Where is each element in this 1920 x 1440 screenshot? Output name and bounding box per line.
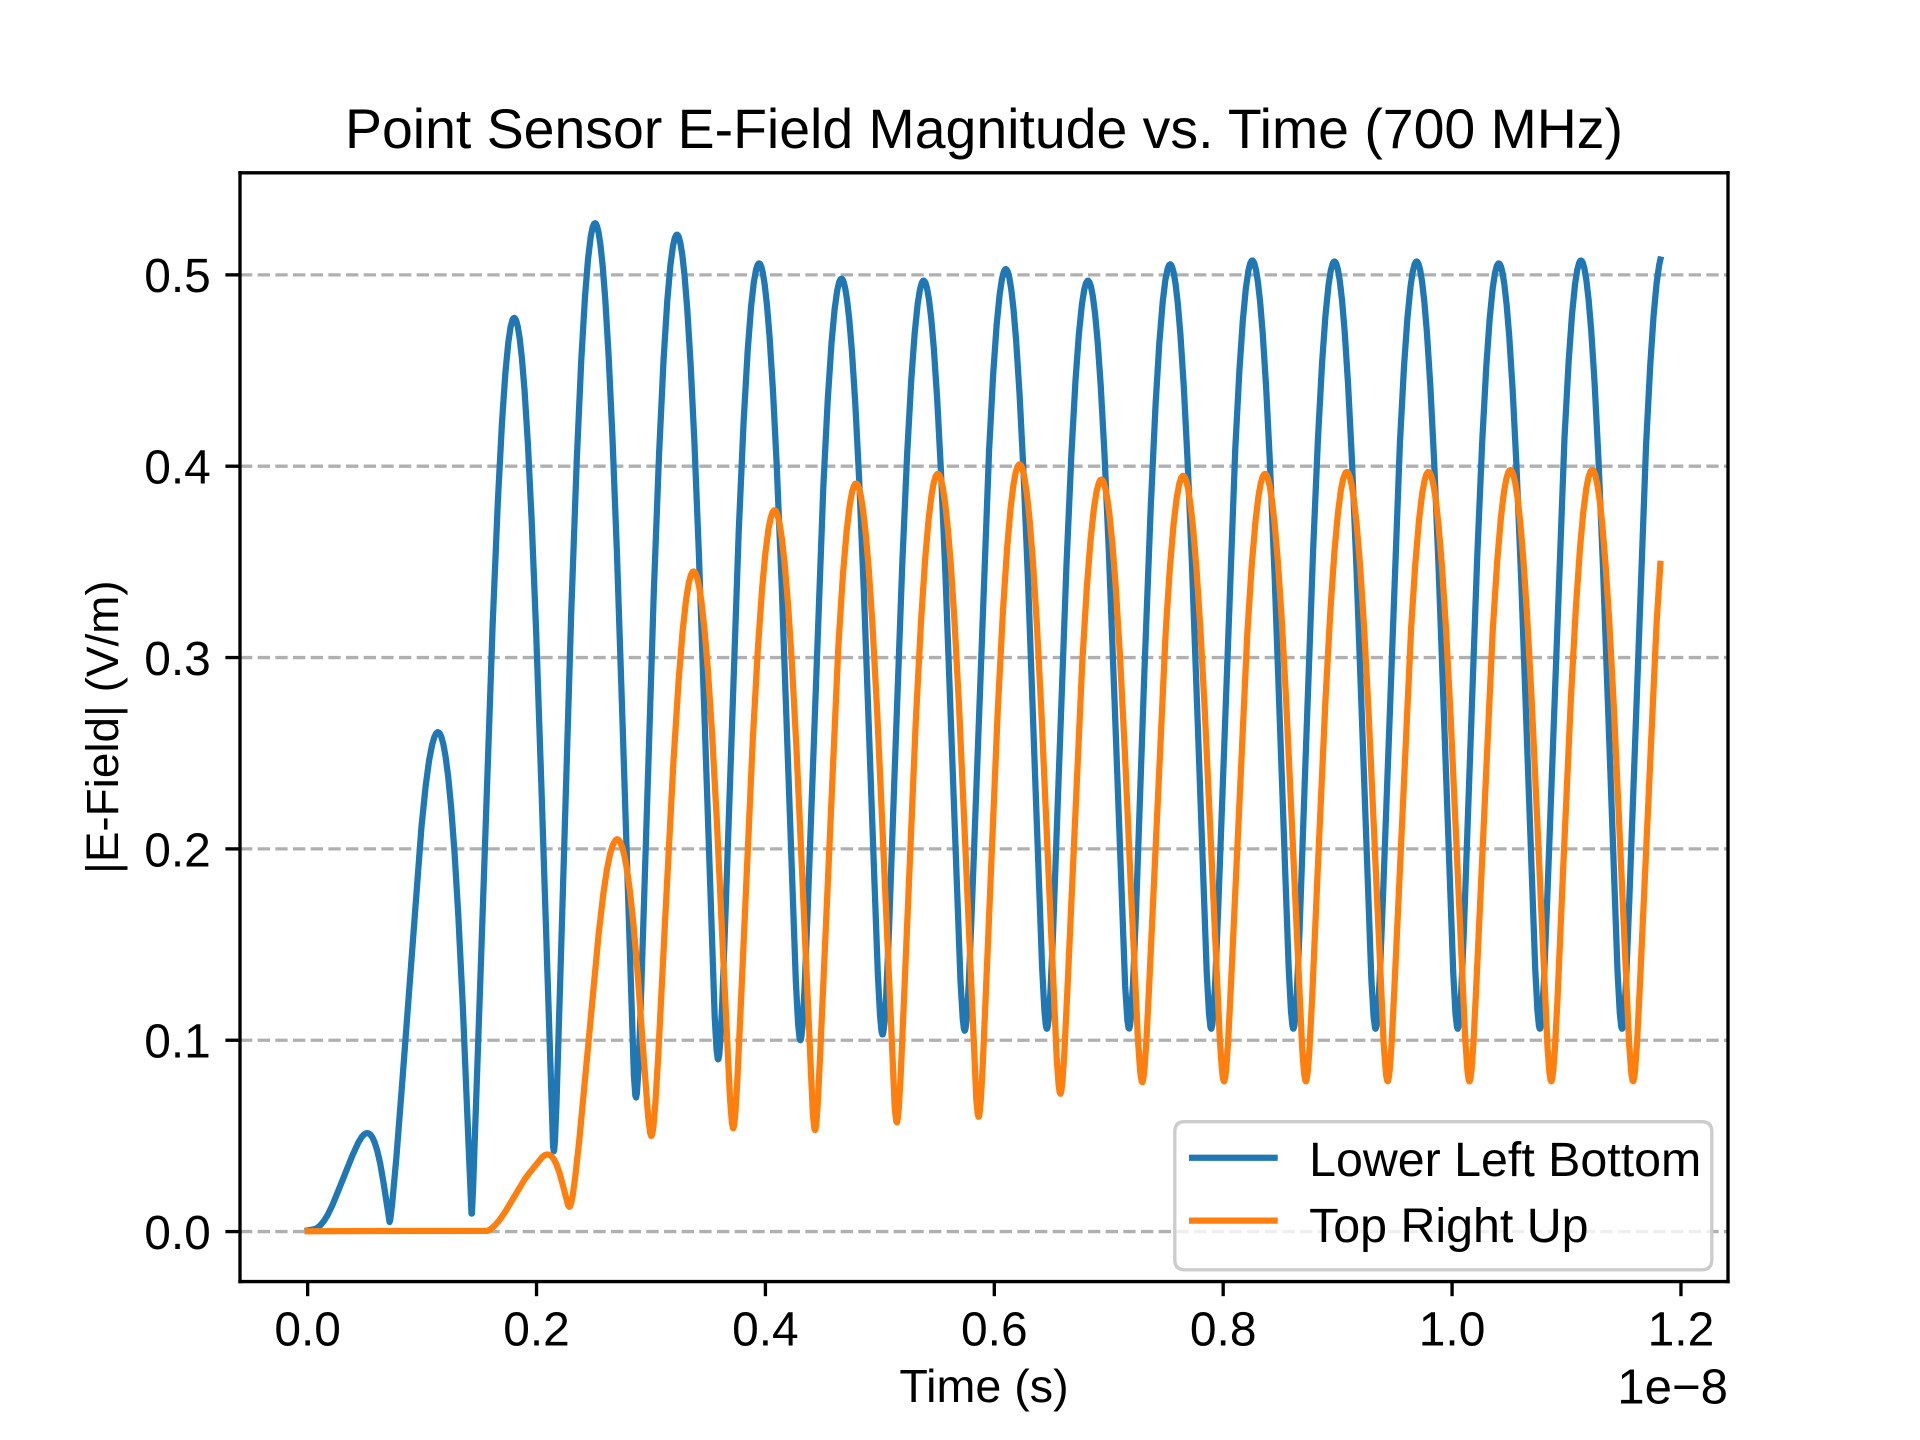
svg-text:0.0: 0.0 <box>274 1303 341 1356</box>
svg-text:0.6: 0.6 <box>961 1303 1028 1356</box>
svg-text:0.5: 0.5 <box>144 250 211 303</box>
svg-text:0.2: 0.2 <box>503 1303 570 1356</box>
svg-text:0.1: 0.1 <box>144 1016 211 1069</box>
svg-text:0.4: 0.4 <box>144 442 211 495</box>
svg-text:Point Sensor E-Field Magnitude: Point Sensor E-Field Magnitude vs. Time … <box>345 98 1623 160</box>
svg-text:Time (s): Time (s) <box>899 1360 1068 1412</box>
svg-text:0.0: 0.0 <box>144 1207 211 1260</box>
svg-text:Top Right Up: Top Right Up <box>1309 1199 1588 1253</box>
svg-text:1e−8: 1e−8 <box>1617 1360 1728 1415</box>
svg-text:1.2: 1.2 <box>1648 1303 1715 1356</box>
svg-text:0.4: 0.4 <box>732 1303 799 1356</box>
svg-text:0.3: 0.3 <box>144 633 211 686</box>
svg-text:|E-Field| (V/m): |E-Field| (V/m) <box>77 580 128 874</box>
svg-text:0.8: 0.8 <box>1190 1303 1257 1356</box>
svg-text:1.0: 1.0 <box>1419 1303 1486 1356</box>
svg-text:0.2: 0.2 <box>144 824 211 877</box>
svg-text:Lower Left Bottom: Lower Left Bottom <box>1309 1133 1701 1187</box>
